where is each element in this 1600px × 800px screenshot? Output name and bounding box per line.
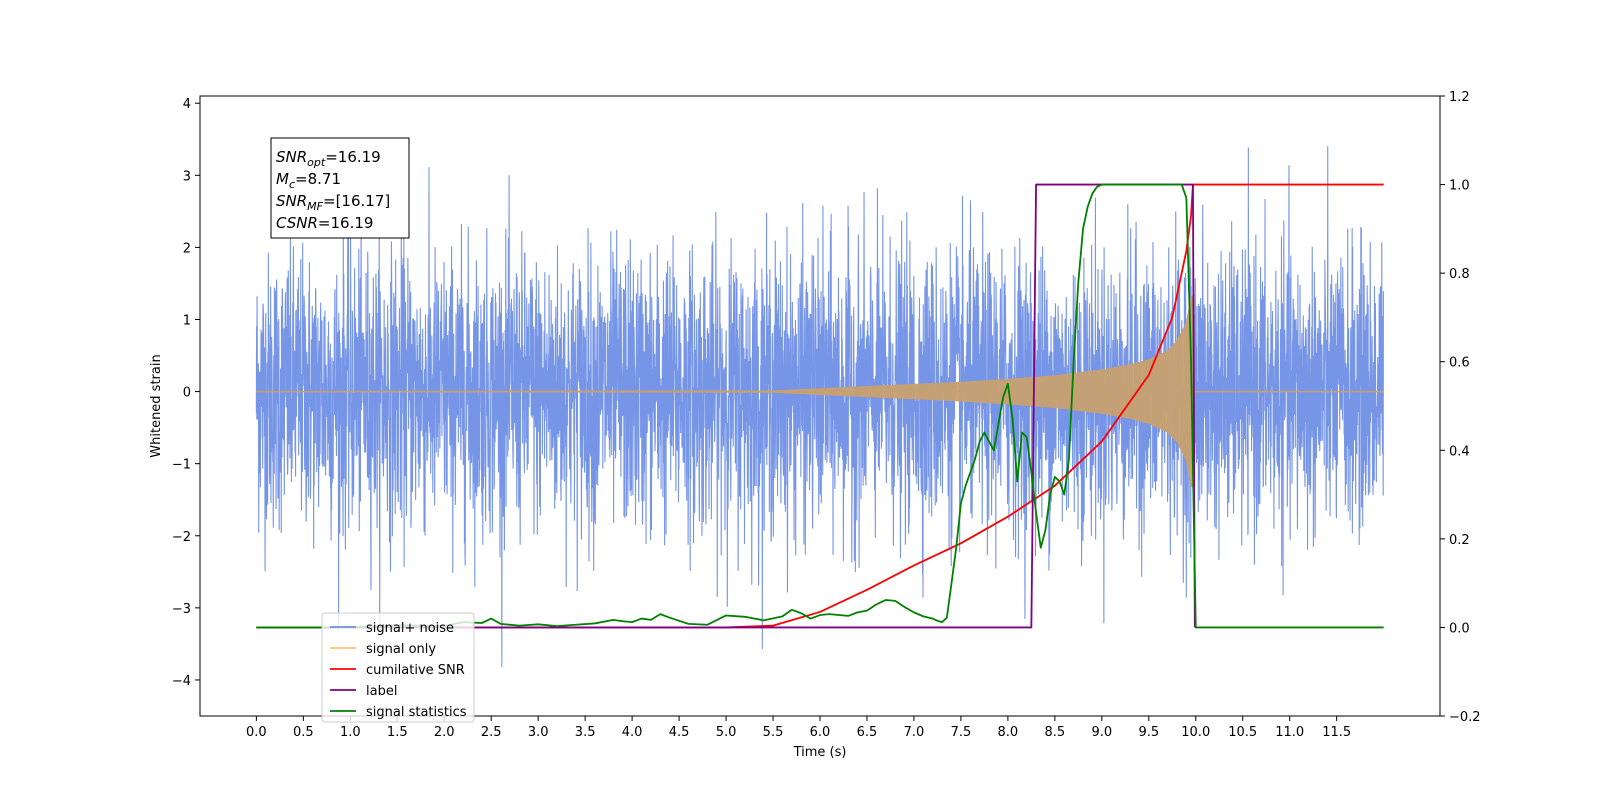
annotation-line: SNRopt=16.19 xyxy=(276,148,381,169)
right-axis-series xyxy=(256,183,1384,629)
y2-tick-label: −0.2 xyxy=(1449,710,1481,725)
x-tick-label: 7.0 xyxy=(904,725,925,740)
y-tick-label: 4 xyxy=(183,97,191,112)
y2-tick-label: 0.2 xyxy=(1449,533,1470,548)
x-axis-ticks: 0.0 0.5 1.0 1.5 2.0 2.5 3.0 3.5 4.0 4.5 5.0 5.5 6.0 6… xyxy=(246,716,1351,740)
x-tick-label: 3.5 xyxy=(575,725,596,740)
y2-tick-label: 0.6 xyxy=(1449,356,1470,371)
x-tick-label: 0.5 xyxy=(293,725,314,740)
legend-label: label xyxy=(366,684,397,699)
annotation-frame xyxy=(270,137,410,239)
y2-tick-label: 0.4 xyxy=(1449,444,1470,459)
cumilative-snr-line xyxy=(256,183,1384,629)
x-tick-label: 8.0 xyxy=(998,725,1019,740)
y-tick-label: 2 xyxy=(183,241,191,256)
y2-tick-label: 0.8 xyxy=(1449,267,1470,282)
y-tick-label: 0 xyxy=(183,386,191,401)
legend-frame xyxy=(321,612,475,723)
y-tick-label: −1 xyxy=(172,458,191,473)
label-line xyxy=(256,183,1196,629)
y2-axis-ticks: 1.2 1.0 0.8 0.6 0.4 0.2 0.0 −0.2 xyxy=(1440,90,1481,725)
x-tick-label: 7.5 xyxy=(951,725,972,740)
x-tick-label: 8.5 xyxy=(1045,725,1066,740)
x-tick-label: 5.5 xyxy=(763,725,784,740)
x-tick-label: 2.0 xyxy=(434,725,455,740)
legend-label: cumilative SNR xyxy=(366,663,465,678)
signal-noise-series xyxy=(255,146,1385,668)
y-axis-label: Whitened strain xyxy=(149,354,164,457)
x-tick-label: 10.5 xyxy=(1228,725,1257,740)
y-tick-label: −2 xyxy=(172,530,191,545)
plot-area xyxy=(255,146,1385,668)
signal-noise-line xyxy=(255,146,1385,668)
y-axis-ticks: 4 3 2 1 0 −1 −2 −3 −4 xyxy=(172,97,200,689)
x-tick-label: 6.0 xyxy=(810,725,831,740)
y-tick-label: 3 xyxy=(183,169,191,184)
x-tick-label: 4.0 xyxy=(622,725,643,740)
x-tick-label: 1.0 xyxy=(340,725,361,740)
y2-tick-label: 0.0 xyxy=(1449,621,1470,636)
legend-label: signal+ noise xyxy=(366,621,454,636)
x-axis-label: Time (s) xyxy=(793,745,847,760)
x-tick-label: 6.5 xyxy=(857,725,878,740)
y-tick-label: −3 xyxy=(172,602,191,617)
x-tick-label: 11.0 xyxy=(1275,725,1304,740)
x-tick-label: 10.0 xyxy=(1181,725,1210,740)
y2-tick-label: 1.2 xyxy=(1449,90,1470,105)
x-tick-label: 9.5 xyxy=(1138,725,1159,740)
annotation-box: SNRopt=16.19Mc=8.71SNRMF=[16.17]CSNR=16.… xyxy=(270,137,410,239)
x-tick-label: 3.0 xyxy=(528,725,549,740)
x-tick-label: 4.5 xyxy=(669,725,690,740)
x-tick-label: 11.5 xyxy=(1322,725,1351,740)
legend-label: signal statistics xyxy=(366,705,467,720)
y2-tick-label: 1.0 xyxy=(1449,179,1470,194)
annotation-line: SNRMF=[16.17] xyxy=(276,192,390,213)
y-tick-label: 1 xyxy=(183,313,191,328)
signal-statistics-line xyxy=(256,183,1384,629)
x-tick-label: 1.5 xyxy=(387,725,408,740)
x-tick-label: 9.0 xyxy=(1091,725,1112,740)
y-tick-label: −4 xyxy=(172,674,191,689)
legend: signal+ noise signal only cumilative SNR la… xyxy=(321,612,475,723)
x-tick-label: 5.0 xyxy=(716,725,737,740)
annotation-line: CSNR=16.19 xyxy=(276,214,373,232)
annotation-line: Mc=8.71 xyxy=(276,170,341,191)
legend-label: signal only xyxy=(366,642,436,657)
x-tick-label: 0.0 xyxy=(246,725,267,740)
x-tick-label: 2.5 xyxy=(481,725,502,740)
